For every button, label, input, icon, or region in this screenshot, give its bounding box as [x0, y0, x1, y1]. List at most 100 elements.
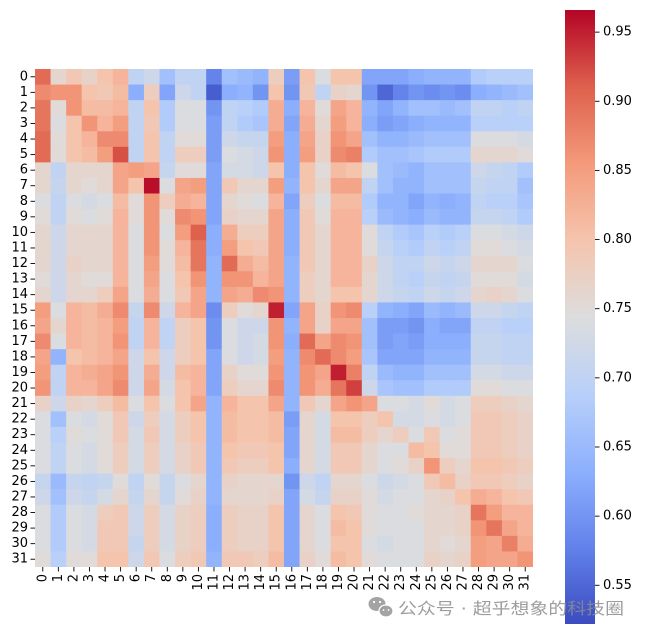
heatmap-cell — [221, 535, 238, 552]
heatmap-cell — [50, 504, 67, 521]
heatmap-cell — [330, 551, 347, 567]
heatmap-cell — [284, 551, 300, 567]
heatmap-cell — [221, 255, 238, 272]
heatmap-cell — [392, 364, 409, 381]
heatmap-cell — [470, 458, 487, 475]
heatmap-cell — [470, 333, 487, 350]
heatmap-cell — [175, 162, 192, 179]
heatmap-cell — [315, 380, 332, 397]
heatmap-cell — [50, 286, 67, 303]
heatmap-cell — [97, 364, 114, 381]
heatmap-cell — [252, 69, 269, 85]
heatmap-cell — [143, 209, 160, 226]
heatmap-cell — [112, 100, 129, 117]
heatmap-cell — [112, 349, 129, 366]
heatmap-cell — [97, 271, 114, 288]
heatmap-cell — [190, 146, 207, 163]
heatmap-cell — [81, 473, 98, 490]
heatmap-cell — [221, 473, 238, 490]
heatmap-cell — [81, 426, 98, 443]
heatmap-cell — [377, 333, 394, 350]
heatmap-cell — [299, 193, 316, 210]
heatmap-cell — [517, 458, 533, 475]
heatmap-cell — [206, 146, 223, 163]
heatmap-cell — [237, 271, 254, 288]
heatmap-cell — [50, 255, 67, 272]
heatmap-cell — [517, 224, 533, 241]
heatmap-cell — [361, 271, 378, 288]
heatmap-cell — [252, 100, 269, 117]
heatmap-cell — [346, 380, 363, 397]
x-tick-label: 19 — [331, 574, 346, 591]
heatmap-cell — [97, 349, 114, 366]
heatmap-cell — [35, 100, 51, 117]
heatmap-cell — [143, 458, 160, 475]
heatmap-cell — [252, 489, 269, 506]
heatmap-cell — [66, 380, 83, 397]
heatmap-cell — [268, 380, 285, 397]
heatmap-cell — [112, 193, 129, 210]
heatmap-cell — [470, 100, 487, 117]
heatmap-cell — [206, 302, 223, 319]
heatmap-cell — [455, 318, 472, 334]
heatmap-cell — [190, 473, 207, 490]
heatmap-cell — [143, 473, 160, 490]
heatmap-cell — [392, 224, 409, 241]
heatmap-cell — [315, 473, 332, 490]
heatmap-cell — [517, 146, 533, 163]
x-tick-label: 25 — [424, 574, 439, 591]
heatmap-cell — [143, 395, 160, 412]
heatmap-cell — [455, 177, 472, 194]
heatmap-cell — [159, 69, 176, 85]
heatmap-cell — [175, 504, 192, 521]
heatmap-cell — [470, 535, 487, 552]
heatmap-cell — [159, 349, 176, 366]
heatmap-cell — [346, 504, 363, 521]
heatmap-cell — [159, 364, 176, 381]
y-tick-label: 11 — [11, 240, 28, 255]
heatmap-cell — [346, 286, 363, 303]
heatmap-cell — [424, 224, 441, 241]
heatmap-cell — [206, 411, 223, 428]
heatmap-cell — [50, 131, 67, 148]
heatmap-cell — [97, 146, 114, 163]
heatmap-cell — [128, 224, 145, 241]
y-tick-label: 18 — [11, 349, 28, 364]
heatmap-cell — [392, 489, 409, 506]
heatmap-cell — [361, 69, 378, 85]
heatmap-cell — [97, 318, 114, 334]
heatmap-cell — [424, 84, 441, 101]
heatmap-cell — [408, 193, 425, 210]
heatmap-cell — [190, 115, 207, 132]
colorbar-tick-label: 0.55 — [603, 578, 632, 593]
heatmap-cell — [221, 84, 238, 101]
heatmap-cell — [470, 302, 487, 319]
heatmap-cell — [97, 224, 114, 241]
heatmap-cell — [439, 224, 456, 241]
heatmap-cell — [501, 458, 518, 475]
heatmap-cell — [112, 535, 129, 552]
heatmap-cell — [486, 489, 503, 506]
heatmap-cell — [408, 255, 425, 272]
heatmap-cell — [97, 240, 114, 257]
heatmap-cell — [361, 426, 378, 443]
heatmap-cell — [237, 364, 254, 381]
heatmap-cell — [315, 240, 332, 257]
heatmap-cell — [392, 302, 409, 319]
heatmap-cell — [439, 520, 456, 537]
heatmap-cell — [284, 69, 300, 85]
heatmap-cell — [424, 131, 441, 148]
heatmap-cell — [35, 115, 51, 132]
heatmap-cell — [206, 131, 223, 148]
heatmap-cell — [424, 520, 441, 537]
heatmap-cell — [486, 364, 503, 381]
heatmap-cell — [501, 380, 518, 397]
heatmap-cell — [81, 115, 98, 132]
heatmap-cell — [517, 380, 533, 397]
heatmap-cell — [268, 489, 285, 506]
heatmap-cell — [470, 115, 487, 132]
heatmap-cell — [252, 224, 269, 241]
y-tick-label: 1 — [20, 85, 28, 100]
heatmap-cell — [330, 84, 347, 101]
heatmap-cell — [377, 535, 394, 552]
